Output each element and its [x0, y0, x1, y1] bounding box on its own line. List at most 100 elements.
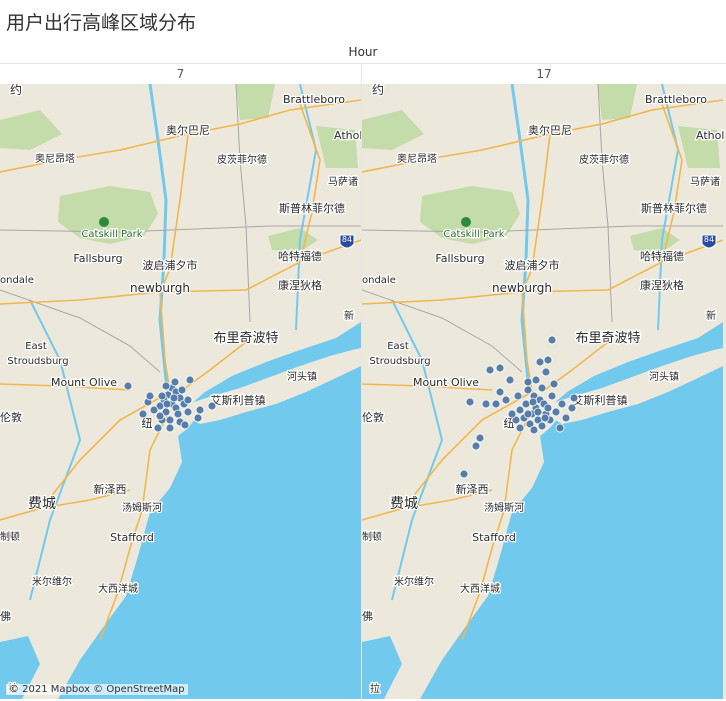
map-label-city: 约 [372, 84, 384, 97]
forest-area [630, 228, 680, 252]
data-point [523, 385, 533, 395]
map-label-city-large: 布里奇波特 [213, 330, 278, 346]
highway [461, 409, 533, 641]
highway [99, 409, 171, 641]
data-point [138, 409, 148, 419]
forest-area [598, 84, 637, 120]
ocean-water [58, 322, 361, 699]
data-point [193, 413, 203, 423]
panel-divider [361, 63, 362, 701]
data-point [543, 403, 553, 413]
map-label-city: 艾斯利普镇 [211, 393, 266, 407]
data-point [549, 379, 559, 389]
data-point [551, 407, 561, 417]
map-label-region: 康涅狄格 [640, 278, 684, 292]
data-point [529, 425, 539, 435]
map-label-city: 拉 [370, 682, 380, 695]
map-label-city: 伦敦 [0, 410, 22, 424]
map-label-city: Fallsburg [435, 252, 484, 265]
data-point [465, 397, 475, 407]
map-label-park: Catskill Park [443, 229, 504, 240]
map-label-city: 斯普林菲尔德 [279, 201, 345, 215]
map-label-city: 纽 [142, 416, 153, 430]
data-point [523, 409, 533, 419]
data-point [183, 395, 193, 405]
interstate-shield [701, 234, 717, 249]
map-label-city: 米尔维尔 [32, 575, 72, 588]
data-point [481, 399, 491, 409]
map-label-city-large: 费城 [28, 496, 56, 512]
map-label-city: 波启浦夕市 [505, 258, 560, 272]
highway [179, 341, 247, 393]
data-point [183, 407, 193, 417]
map-label-city: newburgh [130, 281, 190, 295]
data-point [173, 409, 183, 419]
data-point [485, 365, 495, 375]
data-point [155, 411, 165, 421]
long-island [188, 348, 361, 424]
data-point [513, 391, 523, 401]
data-point [547, 391, 557, 401]
map-label-city: 佛 [362, 610, 373, 623]
map-label-city: 米尔维尔 [394, 575, 434, 588]
data-points [459, 335, 579, 479]
forest-area [0, 110, 62, 150]
data-point [161, 381, 171, 391]
map-label-city: ondale [0, 275, 34, 286]
state-border [0, 225, 361, 233]
map-label-city-large: 费城 [390, 496, 418, 512]
data-point [162, 399, 172, 409]
map-label-city: Stroudsburg [7, 356, 68, 367]
forest-area [268, 228, 318, 252]
map-panel-hour-7[interactable]: Brattleboro 奥尔巴尼 Athol 奥尼昂塔 皮茨菲尔德 马萨诸 斯普林菲尔德 Ca… [0, 84, 361, 699]
data-point [475, 433, 485, 443]
data-point [153, 423, 163, 433]
map-label-city: 汤姆斯河 [484, 501, 524, 514]
map-label-city: 佛 [0, 610, 11, 623]
river [29, 299, 82, 601]
forest-area [316, 126, 358, 168]
panel-header-hour-17: 17 [362, 63, 726, 85]
map-label-city: 奥尔巴尼 [166, 123, 210, 137]
highway [0, 489, 131, 521]
map-label-city: Stroudsburg [369, 356, 430, 367]
data-point [511, 415, 521, 425]
highway [159, 133, 189, 393]
map-label-city: Fallsburg [73, 252, 122, 265]
highway [0, 239, 361, 305]
highway [0, 383, 131, 391]
map-panel-hour-17[interactable]: Brattleboro 奥尔巴尼 Athol 奥尼昂塔 皮茨菲尔德 马萨诸 斯普林菲尔德 Ca… [362, 84, 726, 699]
map-label-city: Athol [696, 129, 724, 142]
data-point [145, 391, 155, 401]
data-point [557, 399, 567, 409]
map-label-city: 新 [344, 309, 354, 322]
data-point [543, 355, 553, 365]
data-point [528, 397, 538, 407]
highway [403, 391, 533, 509]
highway [299, 103, 321, 263]
bay-water [362, 636, 402, 699]
map-label-park: Catskill Park [81, 229, 142, 240]
map-label-city: Athol [334, 129, 361, 142]
map-label-city: 艾斯利普镇 [573, 393, 628, 407]
map-label-city: 皮茨菲尔德 [217, 153, 267, 166]
map-label-city: 新 [706, 309, 716, 322]
data-point [569, 393, 579, 403]
map-label-shield: 84 [342, 235, 352, 244]
data-point [515, 423, 525, 433]
tree-icon [461, 217, 471, 227]
basemap [0, 84, 361, 699]
tree-icon [99, 217, 109, 227]
data-point [195, 405, 205, 415]
map-label-city: 大西洋城 [460, 582, 500, 595]
map-label-region: 新泽西 [94, 482, 127, 496]
river [295, 84, 318, 331]
forest-area [420, 186, 520, 244]
data-point [491, 399, 501, 409]
river [148, 84, 172, 397]
ocean-water [420, 322, 723, 699]
data-point [515, 405, 525, 415]
